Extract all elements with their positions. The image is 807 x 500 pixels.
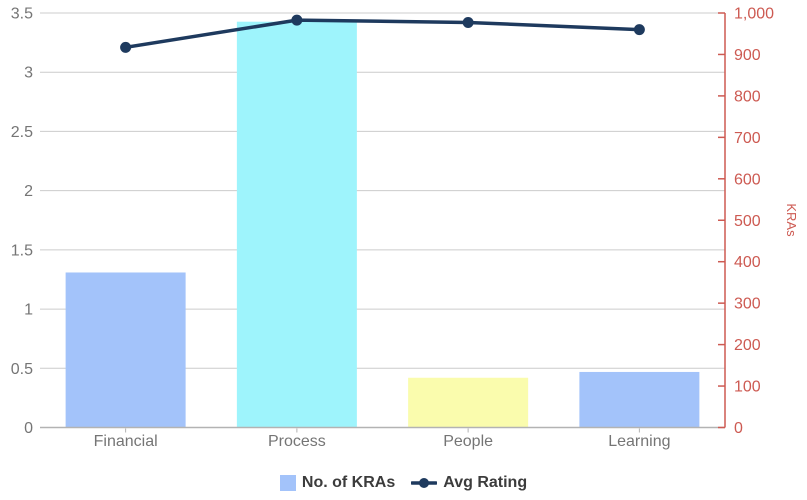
category-label-learning: Learning bbox=[608, 433, 670, 450]
line-point-financial[interactable] bbox=[120, 41, 132, 53]
left-axis-tick-label: 2 bbox=[24, 183, 33, 200]
right-axis-tick-label: 500 bbox=[734, 213, 761, 230]
left-axis-tick-label: 0 bbox=[24, 420, 33, 437]
line-point-process[interactable] bbox=[291, 14, 303, 26]
legend-marker-dot bbox=[419, 478, 430, 488]
right-axis-tick-label: 800 bbox=[734, 88, 761, 105]
line-point-learning[interactable] bbox=[633, 24, 645, 36]
left-axis-tick-label: 1 bbox=[24, 302, 33, 319]
right-axis-tick-label: 900 bbox=[734, 47, 761, 64]
chart-legend: No. of KRAs Avg Rating bbox=[0, 474, 807, 492]
bar-financial[interactable] bbox=[65, 272, 186, 428]
left-axis-tick-label: 1.5 bbox=[11, 242, 33, 259]
left-axis-tick-label: 3.5 bbox=[11, 6, 33, 23]
right-axis-tick-label: 400 bbox=[734, 254, 761, 271]
legend-item-no-of-kras: No. of KRAs bbox=[279, 474, 396, 492]
right-axis-tick-label: 700 bbox=[734, 130, 761, 147]
left-axis-tick-label: 0.5 bbox=[11, 361, 33, 378]
category-label-process: Process bbox=[268, 433, 326, 450]
left-axis-tick-label: 3 bbox=[24, 65, 33, 82]
right-axis-tick-label: 600 bbox=[734, 171, 761, 188]
right-axis-tick-label: 0 bbox=[734, 420, 743, 437]
line-dot-marker-icon bbox=[411, 478, 438, 488]
right-axis-tick-label: 1,000 bbox=[734, 6, 774, 23]
line-point-people[interactable] bbox=[462, 16, 474, 28]
avg-rating-line bbox=[123, 18, 642, 50]
chart-plot-area: 0 0.5 1 1.5 2 2.5 3 3.5 Financial Process People Le… bbox=[11, 6, 799, 451]
right-axis-tick-label: 300 bbox=[734, 296, 761, 313]
category-label-people: People bbox=[443, 433, 493, 450]
bar-swatch-icon bbox=[279, 475, 296, 491]
bar-people[interactable] bbox=[408, 377, 529, 428]
category-label-financial: Financial bbox=[94, 433, 158, 450]
legend-item-avg-rating: Avg Rating bbox=[411, 474, 527, 492]
bar-process[interactable] bbox=[236, 21, 357, 428]
legend-label-avg-rating: Avg Rating bbox=[443, 474, 528, 491]
legend-label-no-of-kras: No. of KRAs bbox=[301, 474, 396, 491]
right-axis-title: KRAs bbox=[784, 203, 799, 237]
bar-learning[interactable] bbox=[579, 371, 700, 428]
right-axis-tick-label: 100 bbox=[734, 379, 761, 396]
right-axis-tick-label: 200 bbox=[734, 337, 761, 354]
legend-swatch-bars bbox=[279, 475, 296, 491]
left-axis-tick-label: 2.5 bbox=[11, 124, 33, 141]
